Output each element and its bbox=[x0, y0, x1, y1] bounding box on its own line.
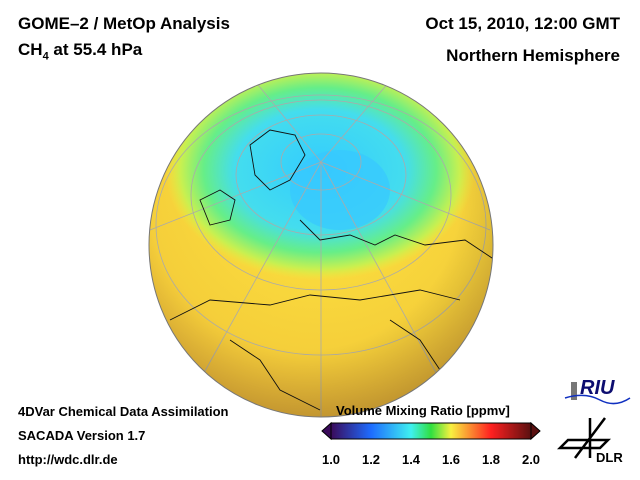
region-label: Northern Hemisphere bbox=[446, 46, 620, 65]
species-level: CH4 at 55.4 hPa bbox=[18, 40, 142, 62]
footer-version: SACADA Version 1.7 bbox=[18, 428, 146, 443]
date-time: Oct 15, 2010, 12:00 GMT bbox=[425, 14, 620, 33]
colorbar-tick: 1.4 bbox=[401, 452, 421, 467]
svg-text:RIU: RIU bbox=[580, 377, 615, 399]
riu-logo: RIU bbox=[564, 377, 631, 405]
colorbar-tick: 1.2 bbox=[361, 452, 381, 467]
colorbar-tick: 1.6 bbox=[441, 452, 461, 467]
colorbar-title: Volume Mixing Ratio [ppmv] bbox=[336, 403, 510, 418]
svg-text:DLR: DLR bbox=[596, 450, 623, 465]
species: CH bbox=[18, 40, 43, 59]
species-subscript: 4 bbox=[42, 50, 49, 63]
colorbar-tick: 2.0 bbox=[521, 452, 541, 467]
colorbar bbox=[321, 421, 541, 441]
footer-url[interactable]: http://wdc.dlr.de bbox=[18, 452, 118, 467]
level: at 55.4 hPa bbox=[48, 40, 143, 59]
map-title: GOME–2 / MetOp Analysis bbox=[18, 14, 230, 33]
footer-method: 4DVar Chemical Data Assimilation bbox=[18, 404, 229, 419]
dlr-logo: DLR bbox=[556, 417, 623, 465]
colorbar-tick: 1.0 bbox=[321, 452, 341, 467]
colorbar-tick: 1.8 bbox=[481, 452, 501, 467]
